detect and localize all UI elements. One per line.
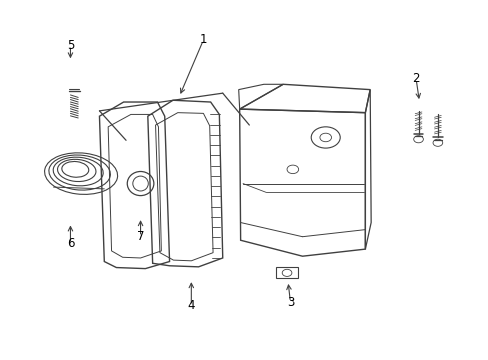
Text: 3: 3 xyxy=(286,296,293,309)
Text: 7: 7 xyxy=(137,230,144,243)
Text: 1: 1 xyxy=(199,33,207,46)
Text: 5: 5 xyxy=(67,39,74,52)
Text: 6: 6 xyxy=(66,237,74,250)
Text: 2: 2 xyxy=(411,72,419,85)
Text: 4: 4 xyxy=(187,299,195,312)
